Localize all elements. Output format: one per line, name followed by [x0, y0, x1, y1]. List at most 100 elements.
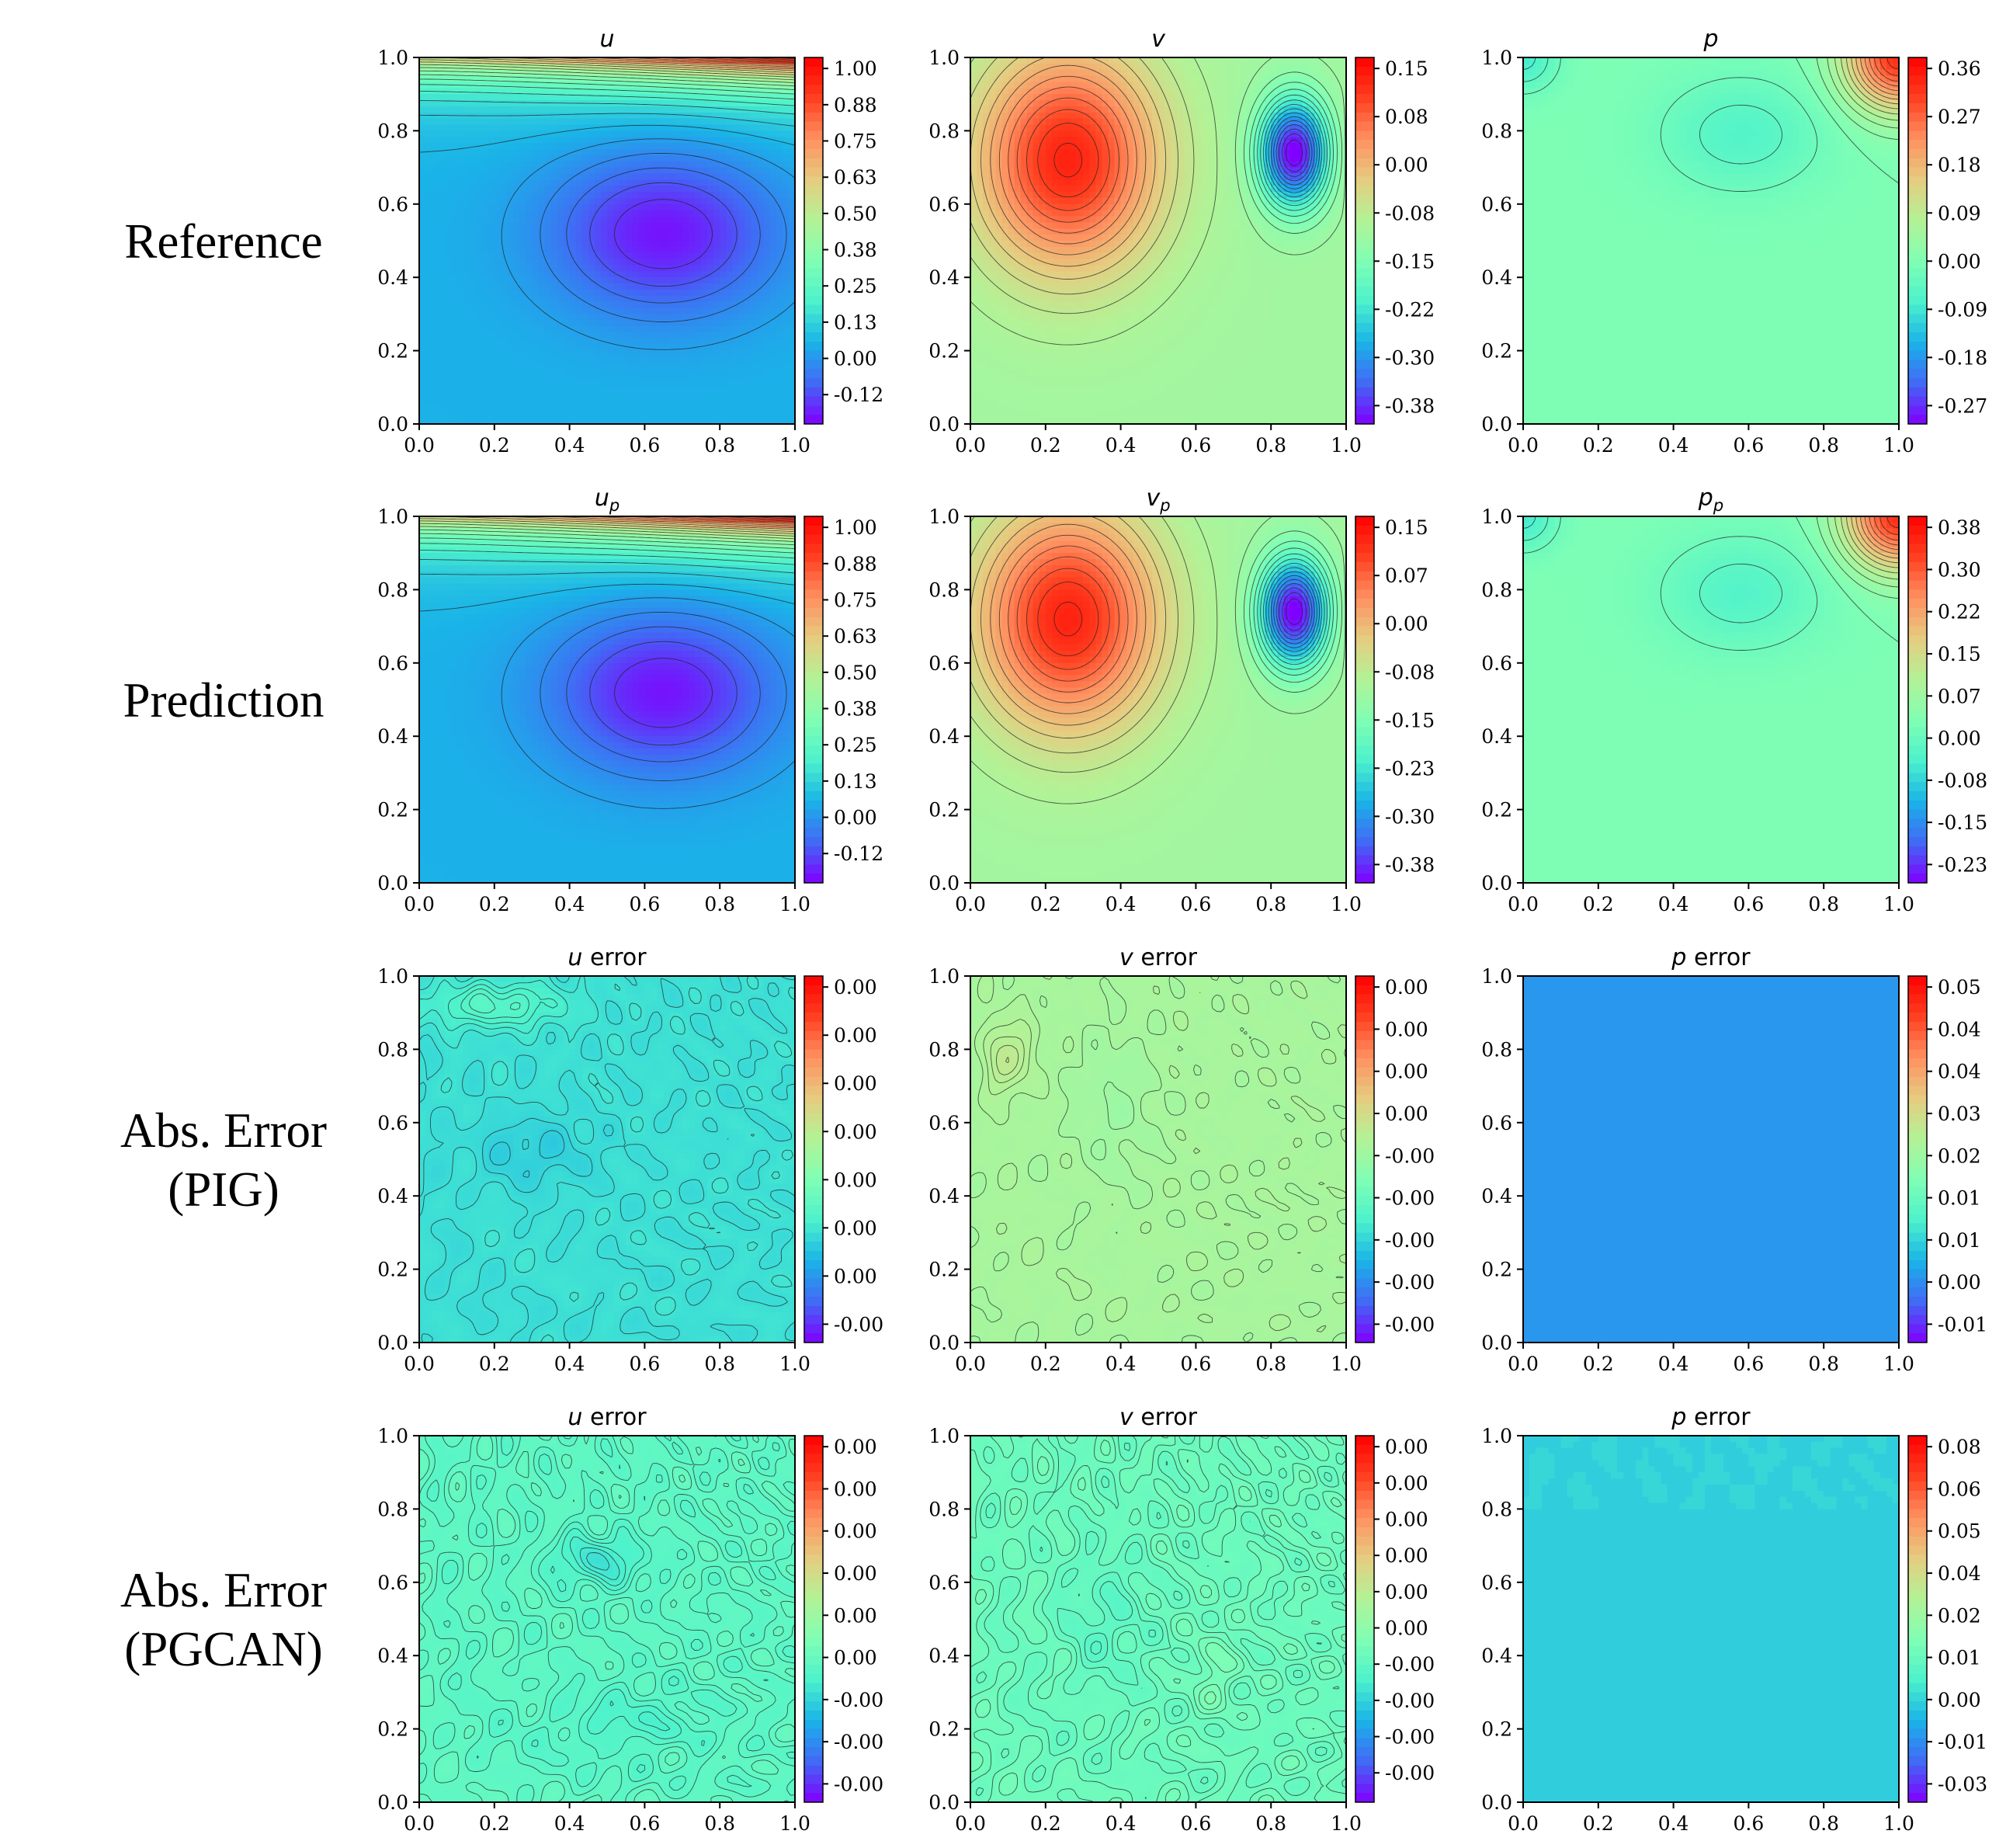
heatmap-cell [470, 64, 477, 70]
heatmap-cell [564, 314, 571, 320]
heatmap-cell [758, 259, 765, 266]
heatmap-cell [432, 345, 439, 351]
heatmap-cell [456, 283, 463, 290]
heatmap-cell [456, 204, 463, 210]
heatmap-cell [507, 277, 514, 283]
heatmap-cell [488, 271, 495, 277]
heatmap-cell [495, 100, 502, 106]
heatmap-cell [638, 290, 645, 296]
heatmap-cell [701, 119, 708, 125]
heatmap-cell [764, 168, 771, 174]
heatmap-cell [658, 283, 665, 290]
heatmap-cell [632, 119, 639, 125]
heatmap-cell [519, 125, 526, 131]
heatmap-cell [470, 137, 477, 143]
heatmap-cell [470, 125, 477, 131]
heatmap-cell [482, 125, 489, 131]
heatmap-cell [538, 314, 545, 320]
heatmap-cell [658, 271, 665, 277]
heatmap-cell [676, 186, 683, 192]
heatmap-cell [732, 192, 739, 198]
heatmap-cell [701, 375, 708, 381]
heatmap-cell [463, 119, 470, 125]
heatmap-cell [463, 277, 470, 283]
heatmap-cell [482, 100, 489, 106]
heatmap-cell [470, 339, 477, 345]
heatmap-cell [532, 375, 539, 381]
heatmap-cell [488, 119, 495, 125]
heatmap-cell [507, 234, 514, 241]
heatmap-cell [438, 375, 445, 381]
heatmap-cell [689, 192, 696, 198]
heatmap-cell [538, 113, 545, 119]
heatmap-cell [764, 296, 771, 302]
heatmap-cell [758, 302, 765, 308]
heatmap-cell [682, 168, 689, 174]
heatmap-cell [770, 70, 777, 76]
heatmap-cell [720, 222, 727, 228]
heatmap-cell [689, 375, 696, 381]
heatmap-cell [501, 149, 508, 155]
heatmap-cell [701, 162, 708, 168]
heatmap-cell [544, 332, 551, 339]
heatmap-cell [601, 192, 608, 198]
heatmap-cell [550, 222, 557, 228]
heatmap-cell [720, 345, 727, 351]
heatmap-cell [538, 64, 545, 70]
heatmap-cell [744, 302, 751, 308]
heatmap-cell [519, 271, 526, 277]
heatmap-cell [438, 277, 445, 283]
heatmap-cell [720, 234, 727, 241]
heatmap-cell [532, 308, 539, 314]
heatmap-cell [588, 94, 595, 100]
heatmap-cell [770, 375, 777, 381]
heatmap-cell [744, 339, 751, 345]
heatmap-cell [519, 155, 526, 162]
heatmap-cell [689, 125, 696, 131]
heatmap-cell [783, 363, 790, 369]
heatmap-cell [588, 356, 595, 363]
heatmap-cell [495, 351, 502, 357]
heatmap-cell [638, 363, 645, 369]
heatmap-cell [695, 217, 702, 223]
heatmap-cell [764, 204, 771, 210]
heatmap-cell [444, 351, 451, 357]
heatmap-cell [538, 375, 545, 381]
heatmap-cell [613, 130, 620, 137]
heatmap-cell [601, 155, 608, 162]
heatmap-cell [444, 271, 451, 277]
heatmap-cell [638, 241, 645, 247]
heatmap-cell [626, 265, 633, 271]
heatmap-cell [670, 137, 677, 143]
heatmap-cell [626, 106, 633, 113]
heatmap-cell [501, 308, 508, 314]
heatmap-cell [544, 113, 551, 119]
heatmap-cell [519, 381, 526, 387]
heatmap-cell [519, 119, 526, 125]
heatmap-cell [764, 375, 771, 381]
heatmap-cell [682, 308, 689, 314]
heatmap-cell [588, 265, 595, 271]
heatmap-cell [664, 339, 671, 345]
heatmap-cell [738, 210, 745, 217]
heatmap-cell [582, 296, 589, 302]
heatmap-cell [470, 94, 477, 100]
heatmap-cell [519, 100, 526, 106]
heatmap-cell [626, 339, 633, 345]
heatmap-cell [744, 192, 751, 198]
heatmap-cell [588, 119, 595, 125]
heatmap-cell [601, 125, 608, 131]
heatmap-cell [463, 149, 470, 155]
heatmap-cell [620, 381, 626, 387]
heatmap-cell [438, 241, 445, 247]
heatmap-cell [482, 204, 489, 210]
heatmap-cell [538, 326, 545, 332]
heatmap-cell [664, 228, 671, 234]
heatmap-cell [676, 247, 683, 253]
heatmap-cell [601, 88, 608, 94]
heatmap-cell [564, 339, 571, 345]
heatmap-cell [588, 82, 595, 88]
heatmap-cell [738, 198, 745, 204]
heatmap-cell [744, 76, 751, 82]
heatmap-cell [638, 302, 645, 308]
